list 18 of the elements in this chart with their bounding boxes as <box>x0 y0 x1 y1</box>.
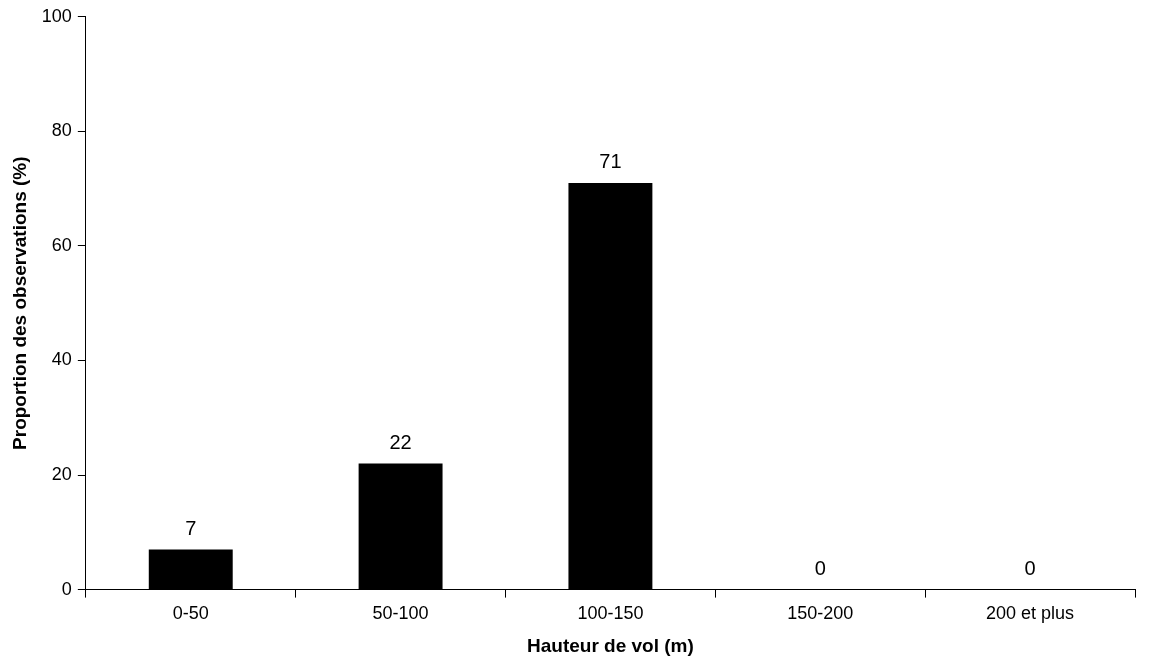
y-tick-label: 0 <box>61 578 72 599</box>
y-tick-label: 60 <box>51 234 72 255</box>
x-axis-title: Hauteur de vol (m) <box>527 634 694 656</box>
y-tick-label: 80 <box>51 120 72 141</box>
y-axis-title: Proportion des observations (%) <box>8 156 30 450</box>
data-label: 7 <box>185 517 197 540</box>
data-label: 71 <box>599 150 622 173</box>
data-label: 0 <box>814 557 826 580</box>
y-tick-label: 40 <box>51 349 72 370</box>
x-tick-label: 100-150 <box>577 603 644 624</box>
y-tick-label: 100 <box>41 5 72 26</box>
data-label: 0 <box>1024 557 1036 580</box>
x-tick-label: 200 et plus <box>986 603 1075 624</box>
data-label: 22 <box>389 431 412 454</box>
y-tick-label: 20 <box>51 464 72 485</box>
x-tick-label: 150-200 <box>787 603 854 624</box>
x-tick-label: 50-100 <box>372 603 429 624</box>
x-tick-label: 0-50 <box>172 603 209 624</box>
